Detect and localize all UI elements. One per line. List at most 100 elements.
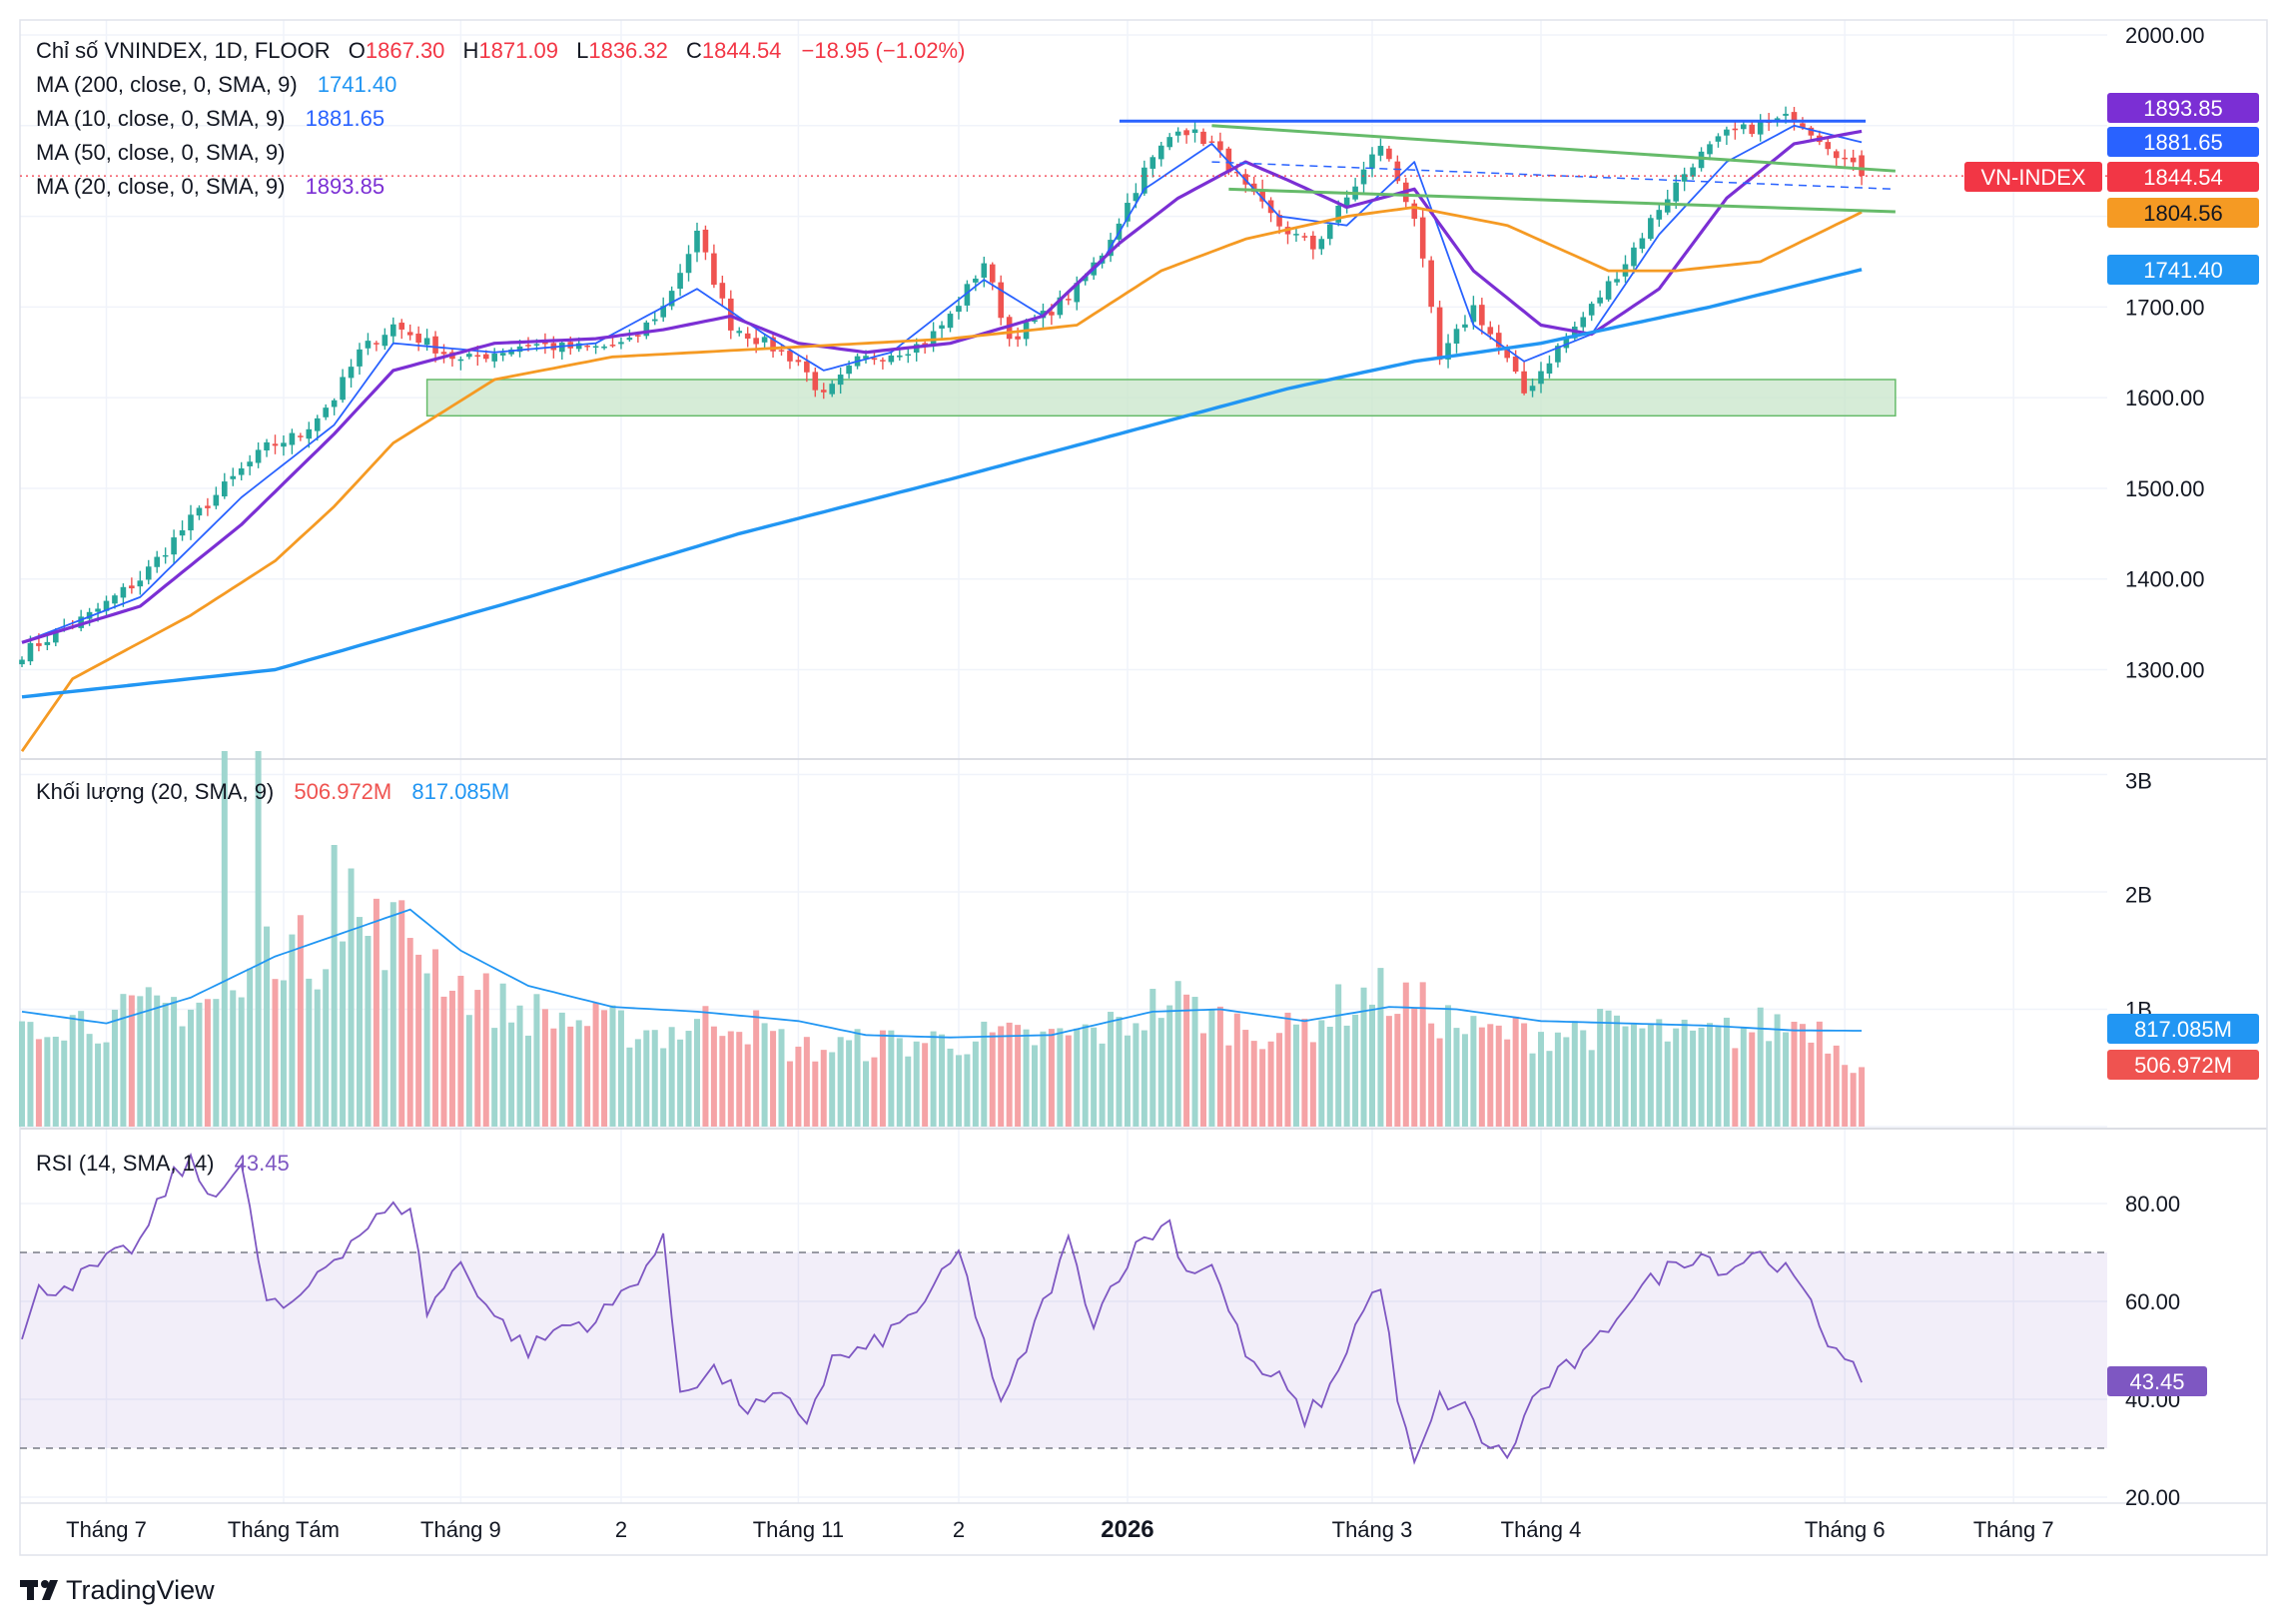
candle-body (145, 566, 152, 580)
candle-body (1066, 299, 1072, 301)
volume-bar (617, 1010, 624, 1127)
tradingview-logo[interactable]: TradingView (20, 1575, 215, 1605)
volume-bar (1428, 1023, 1435, 1127)
candle-body (348, 367, 355, 379)
candle-body (1597, 297, 1603, 304)
candle-body (533, 344, 540, 346)
volume-bar (415, 954, 422, 1127)
volume-bar (1343, 1025, 1350, 1127)
candle-body (1749, 124, 1756, 135)
volume-bar (230, 990, 237, 1127)
candle-body (736, 331, 743, 334)
candle-body (871, 358, 878, 361)
candle-body (609, 345, 616, 347)
candle-body (1191, 129, 1198, 134)
volume-bar (761, 1023, 768, 1127)
candle-body (1783, 113, 1789, 116)
candle-body (44, 641, 51, 645)
candle-body (584, 345, 590, 348)
volume-bar (846, 1040, 853, 1127)
candle-body (1707, 144, 1713, 155)
candle-body (1428, 260, 1434, 308)
candle-body (668, 291, 675, 307)
volume-bar (1411, 1008, 1418, 1127)
volume-bar (829, 1052, 836, 1127)
candle-body (897, 355, 903, 358)
channel-line (1211, 124, 1896, 173)
volume-bar (1149, 989, 1156, 1127)
volume-bar (533, 994, 540, 1127)
candle-body (1394, 161, 1401, 182)
volume-bar (1385, 1016, 1392, 1127)
candle-body (222, 481, 228, 497)
volume-bar (1808, 1042, 1815, 1127)
ma200-price-tag-bg (2107, 255, 2259, 285)
candle-body (499, 353, 506, 356)
volume-bar (1402, 982, 1409, 1127)
volume-bars (19, 751, 1866, 1127)
volume-bar (1816, 1021, 1823, 1127)
candle-body (432, 336, 438, 354)
volume-bar (1707, 1023, 1713, 1127)
ma50-price-tag-bg (2107, 198, 2259, 228)
volume-bar (1614, 1015, 1621, 1127)
volume-bar (1825, 1053, 1832, 1127)
volume-bar (103, 1042, 110, 1127)
candle-body (230, 475, 237, 479)
volume-bar (1495, 1025, 1502, 1127)
volume-bar (964, 1054, 971, 1127)
candle-body (171, 537, 177, 555)
price-axis-label: 1300.00 (2125, 658, 2205, 683)
volume-bar (1191, 997, 1198, 1127)
ma20-line (21, 129, 1863, 644)
candle-body (340, 377, 346, 401)
volume-bar (1698, 1027, 1705, 1127)
volume-bar (677, 1039, 684, 1127)
volume-bar (575, 1020, 582, 1127)
volume-bar (1166, 1005, 1173, 1127)
candle-body (357, 349, 363, 367)
candle-body (298, 435, 304, 437)
legend-ma200: MA (200, close, 0, SMA, 9) 1741.40 (36, 72, 396, 97)
volume-bar (1369, 1004, 1375, 1127)
candle-body (559, 343, 565, 353)
candle-body (1360, 169, 1367, 185)
rsi-axis-label: 20.00 (2125, 1485, 2180, 1510)
volume-ma-tag-bg (2107, 1014, 2259, 1044)
ma20-price-tag-bg (2107, 93, 2259, 123)
volume-bar (803, 1037, 810, 1127)
volume-bar (179, 1026, 186, 1127)
rsi-pane (20, 1152, 2107, 1465)
volume-bar (1850, 1073, 1857, 1127)
volume-bar (1141, 1030, 1147, 1127)
rsi-axis-label: 80.00 (2125, 1192, 2180, 1217)
volume-bar (35, 1039, 42, 1127)
candle-body (1850, 157, 1857, 163)
candle-body (1133, 193, 1140, 202)
ma50-line (20, 206, 1863, 752)
candle-body (516, 346, 523, 353)
candle-body (1605, 281, 1612, 300)
volume-bar (541, 1009, 548, 1127)
candle-body (1411, 203, 1418, 219)
volume-bar (1360, 987, 1367, 1127)
time-axis-label: Tháng 7 (66, 1517, 147, 1542)
candle-body (956, 306, 962, 313)
volume-bar (736, 1032, 743, 1127)
price-annotations-back (425, 379, 1897, 417)
candle-body (423, 338, 430, 346)
volume-bar (280, 980, 287, 1127)
volume-bar (643, 1030, 650, 1127)
volume-bar (972, 1041, 979, 1127)
volume-bar (457, 975, 464, 1127)
volume-bar (1157, 1018, 1164, 1127)
tradingview-logo-icon (20, 1580, 58, 1600)
volume-bar (1732, 1048, 1739, 1127)
candle-body (1125, 203, 1131, 222)
price-axis-label: 1500.00 (2125, 476, 2205, 501)
volume-bar (1605, 1010, 1612, 1127)
candle-body (744, 333, 751, 340)
volume-bar (1639, 1028, 1646, 1127)
time-axis-label: Tháng 4 (1501, 1517, 1582, 1542)
